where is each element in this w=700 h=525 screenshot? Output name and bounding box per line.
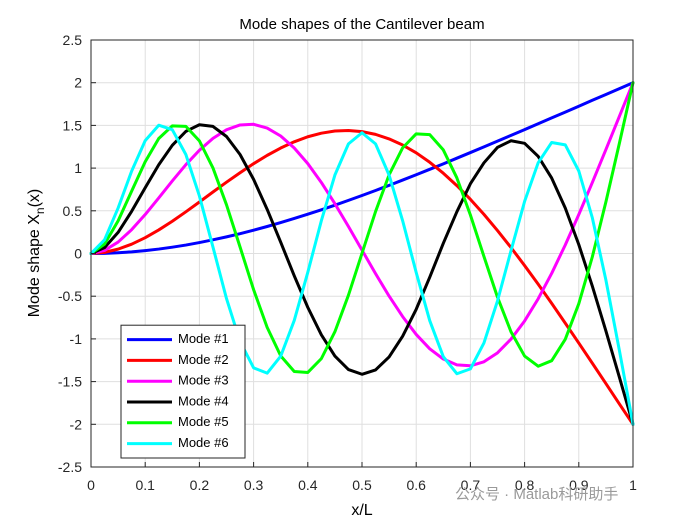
- y-tick-label: -1.5: [58, 374, 82, 390]
- legend-box: [120, 324, 246, 459]
- y-axis-label-subscript: n: [33, 207, 47, 214]
- y-tick-label: 0.5: [63, 203, 83, 219]
- x-tick-label: 0.2: [190, 477, 210, 493]
- x-tick-label: 0.7: [461, 477, 481, 493]
- chart-title: Mode shapes of the Cantilever beam: [239, 16, 484, 33]
- y-tick-label: 1.5: [63, 117, 83, 133]
- legend-label: Mode #4: [178, 393, 229, 408]
- series-line: [89, 123, 635, 426]
- legend-label: Mode #1: [178, 331, 229, 346]
- x-tick-label: 0.8: [515, 477, 535, 493]
- y-axis-label-part: Mode shape X: [26, 214, 43, 318]
- y-tick-label: 2: [74, 75, 82, 91]
- lines: [89, 81, 635, 426]
- y-tick-label: 1: [74, 160, 82, 176]
- series-line: [89, 81, 635, 374]
- x-tick-label: 1: [629, 477, 637, 493]
- y-tick-label: -0.5: [58, 288, 82, 304]
- legend: Mode #1 Mode #2 Mode #3 Mode #4 Mode #5 Mode …: [120, 324, 246, 459]
- legend-label: Mode #3: [178, 373, 229, 388]
- x-axis-label: x/L: [351, 502, 372, 519]
- legend-label: Mode #2: [178, 352, 229, 367]
- y-axis-label-part: (x): [26, 189, 43, 208]
- series-line: [89, 81, 635, 255]
- watermark: 公众号 · Matlab科研助手: [455, 486, 618, 503]
- y-tick-label: 2.5: [63, 32, 83, 48]
- series-line: [89, 123, 635, 426]
- x-tick-label: 0.9: [569, 477, 589, 493]
- x-tick-label: 0.4: [298, 477, 318, 493]
- x-tick-label: 0.5: [352, 477, 372, 493]
- x-tick-label: 0.6: [406, 477, 426, 493]
- y-axis-label: Mode shape Xn(x): [26, 189, 47, 318]
- x-tick-label: 0.3: [244, 477, 264, 493]
- ticks: 0 0.1 0.2 0.3 0.4 0.5 0.6 0.7 0.8 0.9 1 -2.5 -2 -1.5 -…: [58, 32, 637, 493]
- y-tick-label: -1: [70, 331, 83, 347]
- legend-label: Mode #5: [178, 414, 229, 429]
- y-tick-label: 0: [74, 246, 82, 262]
- y-tick-label: -2.5: [58, 459, 82, 475]
- x-tick-label: 0.1: [135, 477, 155, 493]
- y-tick-label: -2: [70, 416, 83, 432]
- x-tick-label: 0: [87, 477, 95, 493]
- legend-label: Mode #6: [178, 435, 229, 450]
